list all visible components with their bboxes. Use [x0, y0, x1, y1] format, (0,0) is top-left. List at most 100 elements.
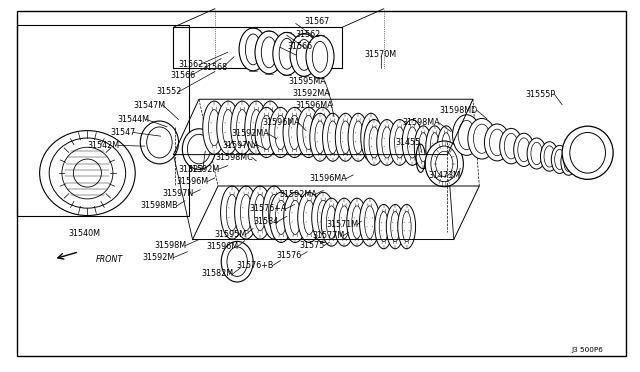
Text: 31592MA: 31592MA	[231, 129, 269, 138]
Ellipse shape	[391, 212, 399, 242]
Ellipse shape	[290, 33, 318, 76]
Ellipse shape	[223, 110, 234, 146]
Ellipse shape	[442, 133, 451, 162]
Text: 31523: 31523	[179, 165, 204, 174]
Ellipse shape	[335, 113, 356, 161]
Ellipse shape	[284, 192, 307, 243]
Ellipse shape	[269, 192, 292, 243]
Ellipse shape	[259, 101, 282, 154]
Ellipse shape	[490, 129, 505, 156]
Ellipse shape	[484, 124, 510, 161]
Ellipse shape	[394, 127, 404, 158]
Text: 31542M: 31542M	[87, 141, 119, 150]
Text: 31576+A: 31576+A	[250, 204, 287, 214]
Ellipse shape	[311, 108, 334, 158]
Text: 31592M: 31592M	[187, 165, 220, 174]
Text: 31592M: 31592M	[143, 253, 175, 262]
Text: 31571M: 31571M	[326, 220, 358, 229]
Ellipse shape	[303, 115, 314, 150]
Ellipse shape	[436, 151, 453, 176]
Ellipse shape	[260, 115, 272, 150]
Text: 31566: 31566	[171, 71, 196, 80]
Text: 31540M: 31540M	[68, 230, 100, 238]
Text: 31592MA: 31592MA	[279, 190, 317, 199]
Text: 31596MA: 31596MA	[262, 118, 300, 127]
Ellipse shape	[551, 145, 568, 173]
Ellipse shape	[262, 186, 285, 239]
Ellipse shape	[248, 186, 271, 239]
Text: 31596MA: 31596MA	[310, 174, 348, 183]
Ellipse shape	[514, 133, 534, 166]
Ellipse shape	[269, 108, 292, 158]
Ellipse shape	[254, 195, 266, 231]
Ellipse shape	[360, 198, 380, 246]
Ellipse shape	[364, 119, 385, 165]
Ellipse shape	[227, 195, 238, 231]
Ellipse shape	[380, 212, 388, 242]
Text: 31547: 31547	[110, 128, 135, 137]
Text: 31577M: 31577M	[312, 231, 344, 240]
Ellipse shape	[353, 121, 364, 154]
Ellipse shape	[425, 141, 463, 187]
Text: FRONT: FRONT	[96, 255, 123, 264]
Ellipse shape	[561, 149, 576, 175]
Text: J3 500P6: J3 500P6	[572, 347, 604, 353]
Ellipse shape	[326, 206, 337, 238]
Ellipse shape	[182, 129, 216, 169]
Text: 31552: 31552	[156, 87, 182, 96]
Ellipse shape	[527, 138, 546, 169]
Text: 31576+B: 31576+B	[237, 261, 274, 270]
Ellipse shape	[239, 28, 267, 71]
Ellipse shape	[348, 113, 369, 161]
Ellipse shape	[245, 34, 261, 65]
Text: 31596M: 31596M	[177, 177, 209, 186]
Ellipse shape	[255, 31, 283, 74]
Ellipse shape	[203, 101, 226, 154]
Ellipse shape	[62, 147, 113, 199]
Text: 31598MC: 31598MC	[215, 153, 253, 162]
Ellipse shape	[402, 212, 411, 242]
Ellipse shape	[221, 241, 253, 282]
Text: 31598MD: 31598MD	[440, 106, 478, 115]
Ellipse shape	[303, 200, 315, 234]
Ellipse shape	[279, 38, 294, 69]
Text: 31598MA: 31598MA	[402, 118, 440, 127]
Ellipse shape	[390, 119, 410, 165]
Text: 31597N: 31597N	[163, 189, 194, 198]
Ellipse shape	[570, 132, 605, 173]
Ellipse shape	[49, 138, 125, 208]
Ellipse shape	[334, 198, 355, 246]
Ellipse shape	[275, 115, 286, 150]
Bar	[173, 27, 342, 68]
Ellipse shape	[361, 113, 381, 161]
Ellipse shape	[321, 198, 342, 246]
Ellipse shape	[518, 138, 530, 162]
Ellipse shape	[237, 110, 248, 146]
Ellipse shape	[452, 115, 481, 155]
Text: 31576: 31576	[277, 251, 302, 260]
Ellipse shape	[310, 113, 330, 161]
Ellipse shape	[339, 206, 349, 238]
Text: 31595MA: 31595MA	[289, 77, 326, 86]
Ellipse shape	[544, 146, 555, 167]
Ellipse shape	[235, 186, 257, 239]
Ellipse shape	[289, 115, 300, 150]
Ellipse shape	[340, 121, 351, 154]
Ellipse shape	[209, 110, 220, 146]
Ellipse shape	[261, 37, 276, 68]
Ellipse shape	[540, 142, 558, 171]
Text: 31570M: 31570M	[364, 51, 397, 60]
Text: 31455: 31455	[396, 138, 420, 147]
Text: 31473M: 31473M	[428, 171, 460, 180]
Ellipse shape	[347, 198, 367, 246]
Text: 31592MA: 31592MA	[292, 89, 330, 98]
Text: 31562: 31562	[178, 60, 204, 70]
Ellipse shape	[275, 200, 287, 234]
Ellipse shape	[268, 195, 280, 231]
Text: 31596M: 31596M	[206, 243, 239, 251]
Ellipse shape	[289, 200, 301, 234]
Ellipse shape	[250, 110, 262, 146]
Ellipse shape	[328, 121, 338, 154]
Ellipse shape	[273, 32, 301, 75]
Ellipse shape	[474, 124, 490, 153]
